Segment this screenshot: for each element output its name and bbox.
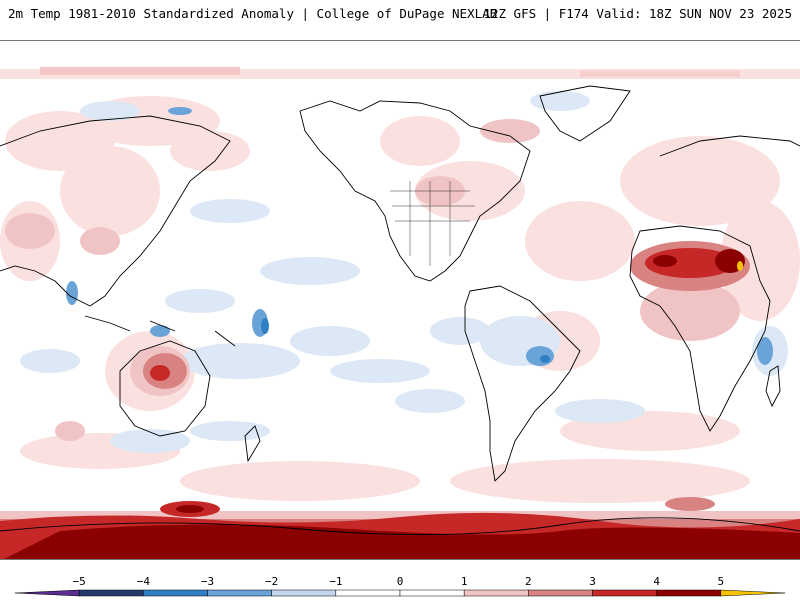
map-canvas — [0, 67, 800, 559]
colorbar-swatch — [528, 589, 593, 597]
coastlines — [0, 85, 800, 536]
colorbar-swatch — [143, 589, 208, 597]
colorbar-swatch — [656, 589, 722, 597]
colorbar-swatches — [14, 589, 786, 597]
map-title: 2m Temp 1981-2010 Standardized Anomaly |… — [8, 6, 498, 21]
colorbar-swatch — [592, 589, 657, 597]
australia-warm-anomaly — [143, 353, 187, 389]
colorbar-swatch — [207, 589, 272, 597]
colorbar-tick-label: 3 — [589, 575, 596, 588]
model-valid-time: 12Z GFS | F174 Valid: 18Z SUN NOV 23 202… — [483, 6, 792, 21]
colorbar-tick-label: −3 — [201, 575, 214, 588]
colorbar-tick-label: 0 — [397, 575, 404, 588]
colorbar-tick-label: 2 — [525, 575, 532, 588]
colorbar-tick-label: −4 — [137, 575, 151, 588]
colorbar: −5 −4 −3 −2 −1 0 1 2 3 4 5 — [14, 575, 786, 597]
colorbar-swatch — [463, 589, 529, 597]
africa-warm-anomaly — [630, 241, 750, 291]
weak-negative-anomaly-patches — [20, 91, 788, 453]
colorbar-tick-label: −2 — [265, 575, 278, 588]
moderate-positive-anomaly-patches — [5, 119, 740, 441]
colorbar-tick-label: −5 — [73, 575, 86, 588]
antarctic-warm-anomaly-band — [0, 497, 800, 559]
colorbar-swatch — [271, 589, 337, 597]
colorbar-tick-label: 1 — [461, 575, 468, 588]
colorbar-tick-label: 5 — [718, 575, 725, 588]
weak-positive-anomaly-patches — [0, 96, 800, 503]
colorbar-swatch — [335, 589, 401, 597]
colorbar-swatch — [14, 589, 80, 597]
colorbar-tick-label: −1 — [329, 575, 342, 588]
colorbar-swatch — [399, 589, 465, 597]
colorbar-swatch — [78, 589, 144, 597]
colorbar-tick-label: 4 — [653, 575, 660, 588]
colorbar-swatch — [720, 589, 786, 597]
arctic-anomaly-band — [0, 67, 800, 79]
anomaly-map — [0, 40, 800, 560]
colorbar-labels: −5 −4 −3 −2 −1 0 1 2 3 4 5 — [73, 575, 725, 588]
state-borders — [390, 181, 475, 266]
